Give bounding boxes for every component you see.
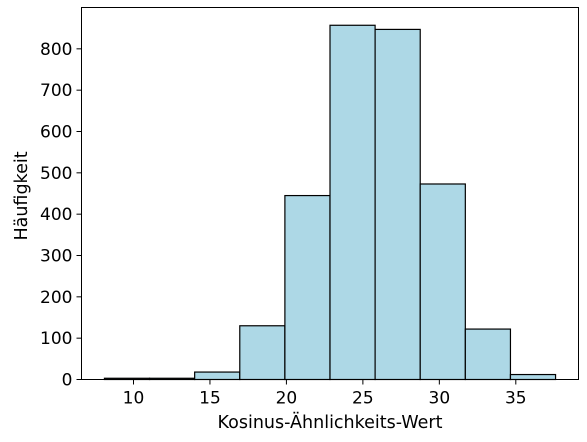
histogram-bar [464, 328, 512, 381]
plot-frame [81, 7, 579, 380]
y-tick-label: 400 [40, 205, 72, 225]
histogram-bar [329, 24, 376, 381]
histogram-bar [239, 325, 286, 381]
y-tick-label: 200 [40, 288, 72, 308]
histogram-bar [284, 194, 331, 381]
histogram-bar [509, 373, 557, 381]
y-tick-label: 500 [40, 164, 72, 184]
x-tick-label: 15 [199, 389, 221, 409]
x-tick-label: 25 [352, 389, 374, 409]
y-tick-label: 800 [40, 40, 72, 60]
histogram-bar [374, 28, 421, 381]
bars-group [103, 24, 557, 381]
x-axis-title: Kosinus-Ähnlichkeits-Wert [218, 412, 443, 433]
y-axis-ticks: 0 100 200 300 400 500 600 700 800 [40, 40, 82, 391]
histogram-bar [194, 371, 241, 381]
y-tick-label: 100 [40, 329, 72, 349]
y-tick-label: 700 [40, 81, 72, 101]
y-tick-label: 0 [62, 371, 73, 391]
x-tick-label: 10 [123, 389, 145, 409]
y-tick-label: 600 [40, 123, 72, 143]
y-axis-title: Häufigkeit [12, 151, 32, 240]
histogram-bar [419, 183, 466, 381]
x-axis-ticks: 10 15 20 25 30 35 [123, 379, 527, 409]
x-tick-label: 30 [429, 389, 451, 409]
x-tick-label: 20 [276, 389, 298, 409]
y-tick-label: 300 [40, 247, 72, 267]
x-tick-label: 35 [505, 389, 527, 409]
